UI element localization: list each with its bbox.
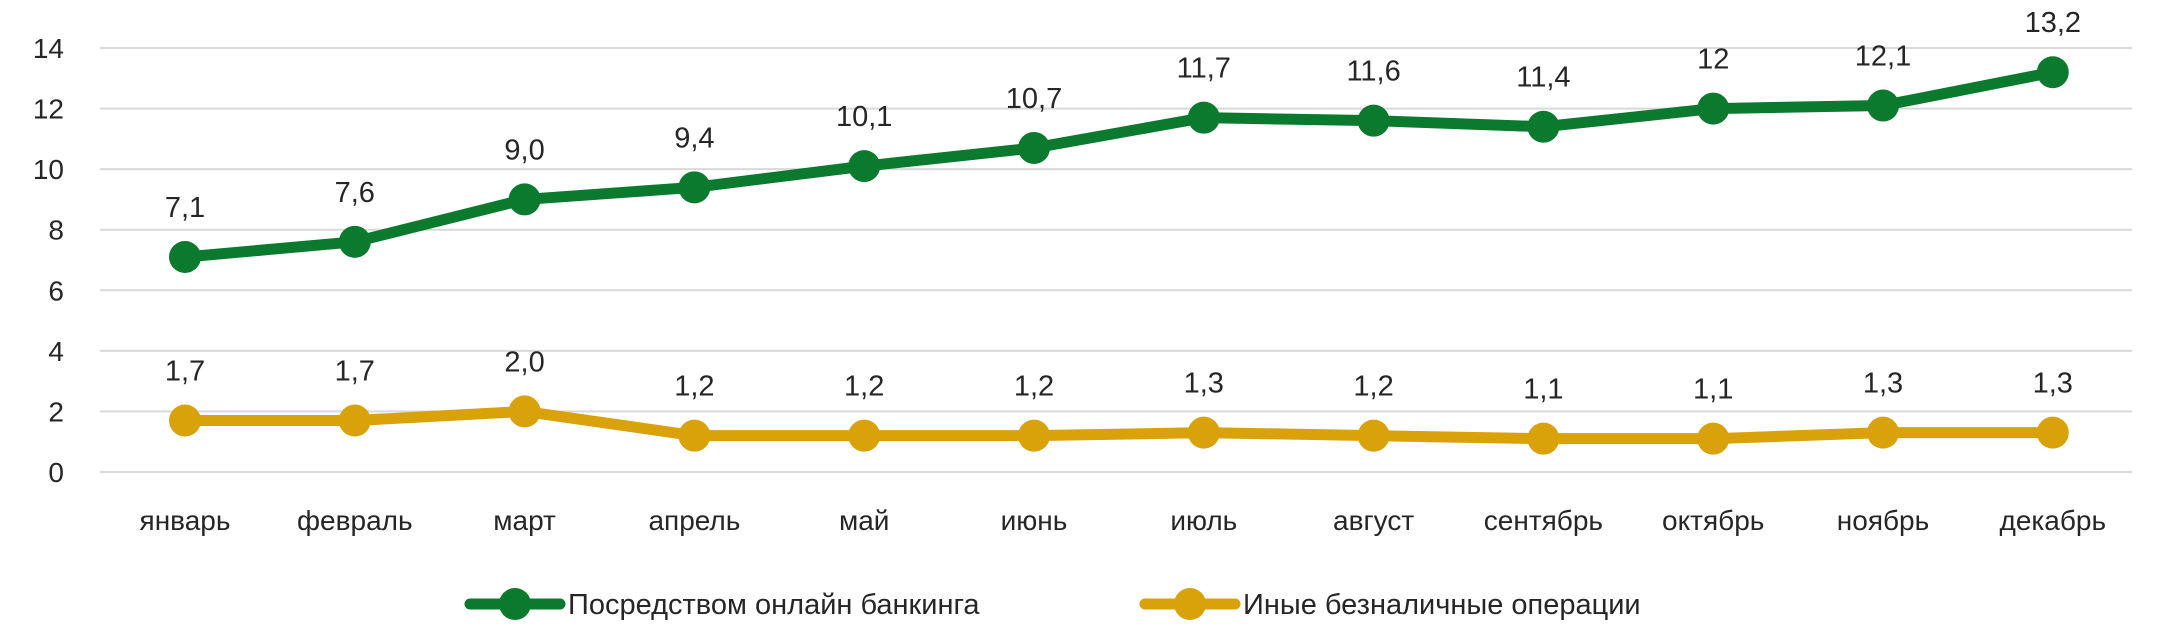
data-label: 1,3 [1863,368,1903,400]
data-label: 1,2 [674,371,714,403]
data-point [508,183,541,216]
data-point [848,150,881,183]
series-layer: 7,1 7,6 9,0 9,4 10,1 10,7 11,7 11,6 11,4 12 12,1 13… [165,7,2081,455]
data-point [1697,92,1730,125]
legend-marker [499,588,531,620]
x-tick-label: сентябрь [1484,505,1603,536]
data-point [1527,110,1560,143]
data-label: 12 [1697,44,1729,76]
data-label: 9,0 [504,134,544,166]
data-label: 11,4 [1516,62,1570,94]
data-point [1357,419,1390,452]
y-tick-label: 6 [48,275,64,306]
data-point [1018,419,1050,452]
data-point [1018,131,1050,164]
data-label: 1,7 [165,356,205,388]
x-tick-label: ноябрь [1837,505,1929,536]
y-tick-label: 8 [48,215,64,246]
x-tick-label: январь [140,505,231,536]
data-label: 7,6 [335,177,375,209]
y-tick-label: 4 [48,336,64,367]
data-label: 10,7 [1006,83,1062,115]
data-point [169,404,201,437]
x-tick-label: апрель [648,505,740,536]
data-point [678,171,711,204]
data-label: 12,1 [1855,41,1911,73]
data-label: 1,2 [1353,371,1393,403]
data-label: 1,2 [1014,371,1054,403]
x-tick-label: июль [1170,505,1237,536]
x-tick-label: август [1333,505,1414,536]
data-point [169,240,201,273]
data-point [338,225,371,258]
x-tick-label: март [493,505,556,536]
data-label: 1,3 [2033,368,2073,400]
data-label: 11,6 [1346,56,1400,88]
series-line [179,405,2059,445]
legend-label: Посредством онлайн банкинга [568,589,980,621]
legend-marker [1174,588,1206,620]
data-label: 7,1 [165,192,205,224]
data-point [678,419,711,452]
data-point [1187,101,1220,134]
series-line [179,66,2059,263]
data-label: 10,1 [836,101,892,133]
data-label: 9,4 [674,122,714,154]
legend: Посредством онлайн банкинга Иные безналич… [464,588,1641,621]
data-point [1697,422,1730,455]
x-tick-label: декабрь [2000,505,2107,536]
y-tick-label: 0 [48,457,64,488]
data-point [1867,416,1899,449]
data-label: 2,0 [504,346,544,378]
data-point [1357,104,1390,137]
x-tick-label: май [839,505,889,536]
data-label: 1,2 [844,371,884,403]
data-label: 1,7 [335,356,375,388]
y-axis: 0 2 4 6 8 10 12 14 [33,33,64,488]
data-label: 1,1 [1693,374,1733,406]
data-label: 11,7 [1177,53,1231,85]
x-tick-label: февраль [297,505,413,536]
data-label: 13,2 [2025,7,2081,39]
legend-label: Иные безналичные операции [1243,589,1641,621]
y-tick-label: 2 [48,396,64,427]
data-point [1867,89,1899,122]
data-point [2036,56,2069,89]
y-tick-label: 12 [33,94,64,125]
y-tick-label: 10 [33,154,64,185]
y-tick-label: 14 [33,33,64,64]
data-point [508,395,541,428]
data-point [848,419,881,452]
x-tick-label: октябрь [1662,505,1764,536]
x-axis: январь февраль март апрель май июнь июль август… [140,505,2107,536]
x-tick-label: июнь [1001,505,1068,536]
data-point [2036,416,2069,449]
data-point [1187,416,1220,449]
data-point [338,404,371,437]
data-label: 1,3 [1184,368,1224,400]
data-point [1527,422,1560,455]
data-label: 1,1 [1523,374,1563,406]
